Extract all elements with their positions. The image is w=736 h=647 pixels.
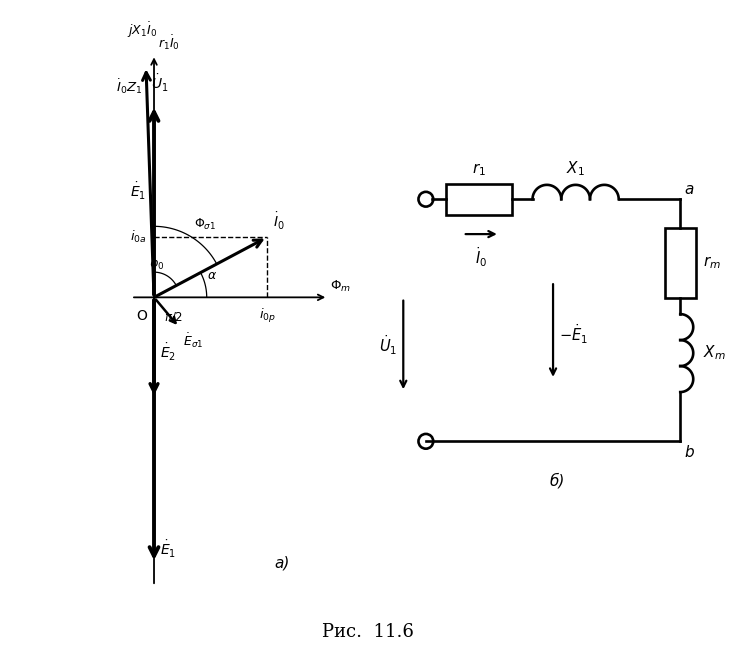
Text: $\Phi_{\sigma1}$: $\Phi_{\sigma1}$: [194, 217, 216, 232]
Text: $\varphi_0$: $\varphi_0$: [149, 258, 165, 272]
Text: O: O: [136, 309, 147, 323]
Text: $\dot{U}_1$: $\dot{U}_1$: [152, 73, 169, 94]
Text: $j X_1 \dot{I}_0$: $j X_1 \dot{I}_0$: [127, 20, 158, 39]
Text: $\pi/2$: $\pi/2$: [164, 310, 183, 324]
Text: $\dot{I}_0$: $\dot{I}_0$: [475, 246, 487, 269]
Text: а): а): [275, 556, 290, 571]
Text: $\dot{E}_1$: $\dot{E}_1$: [130, 181, 146, 202]
Text: $i_{0a}$: $i_{0a}$: [130, 229, 147, 245]
Text: б): б): [550, 472, 565, 488]
Text: b: b: [684, 445, 694, 461]
Text: $\Phi_m$: $\Phi_m$: [330, 279, 351, 294]
Text: $r_1 \dot{I}_0$: $r_1 \dot{I}_0$: [158, 34, 180, 52]
Text: Рис.  11.6: Рис. 11.6: [322, 622, 414, 641]
Text: $r_1$: $r_1$: [473, 161, 486, 178]
Text: $-\dot{E}_1$: $-\dot{E}_1$: [559, 323, 588, 346]
Text: $\dot{I}_0$: $\dot{I}_0$: [273, 210, 285, 232]
Bar: [446, 184, 512, 215]
Text: a: a: [684, 182, 694, 197]
Text: $\dot{U}_1$: $\dot{U}_1$: [379, 333, 397, 356]
Bar: [665, 228, 696, 298]
Text: $\dot{E}_1$: $\dot{E}_1$: [160, 539, 176, 560]
Text: $\dot{E}_2$: $\dot{E}_2$: [160, 342, 176, 364]
Text: $X_m$: $X_m$: [703, 344, 726, 362]
Text: $\dot{I}_0 Z_1$: $\dot{I}_0 Z_1$: [116, 77, 143, 96]
Text: $i_{0p}$: $i_{0p}$: [259, 307, 276, 325]
Text: $r_m$: $r_m$: [703, 254, 721, 271]
Text: $\alpha$: $\alpha$: [208, 269, 218, 282]
Text: $\dot{E}_{\sigma1}$: $\dot{E}_{\sigma1}$: [183, 331, 203, 349]
Text: $X_1$: $X_1$: [566, 159, 585, 178]
